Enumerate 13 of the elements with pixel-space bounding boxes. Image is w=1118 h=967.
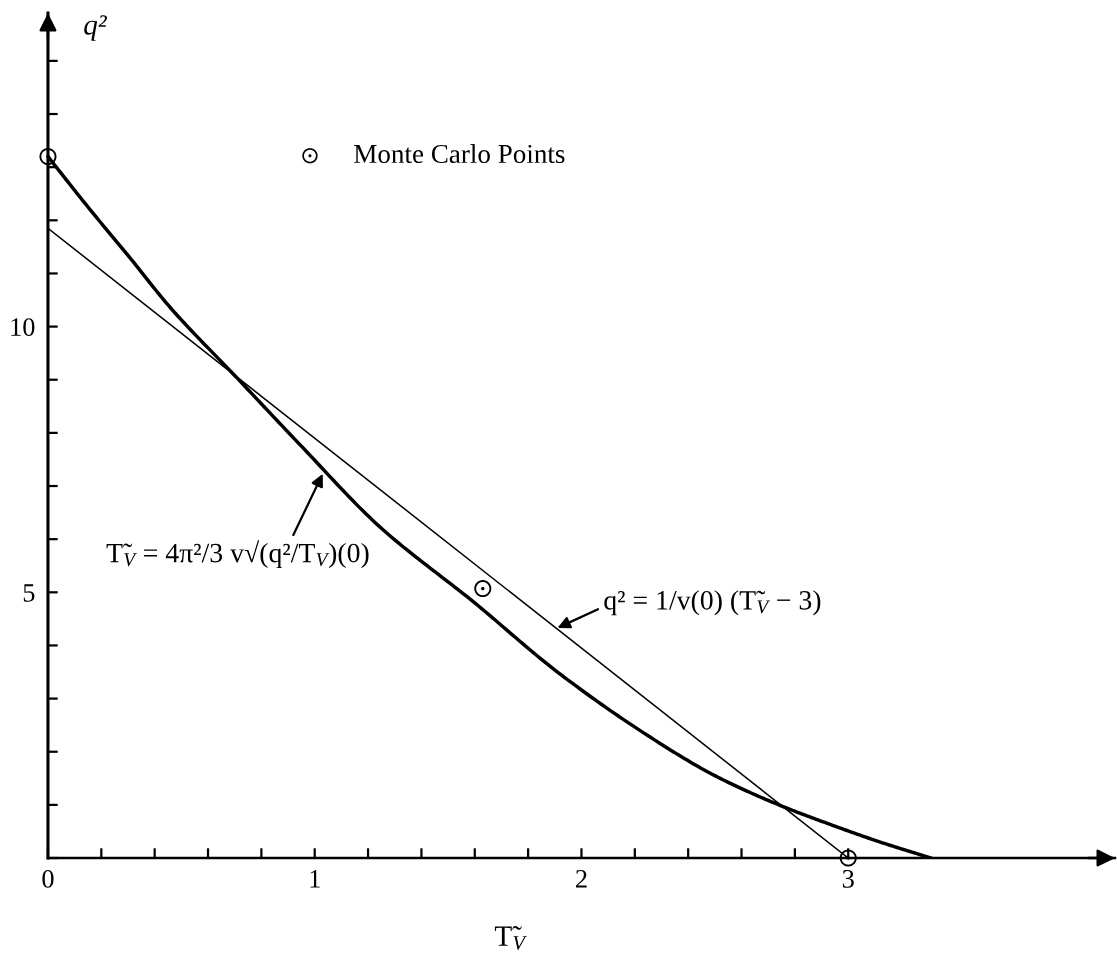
- x-tick-label: 1: [310, 870, 320, 888]
- annotation: q² = 1/v(0) (T̃$_{V}$ − 3): [604, 590, 821, 616]
- y-axis-title: q²: [84, 15, 107, 41]
- legend-label: Monte Carlo Points: [354, 144, 565, 164]
- x-tick-label: 0: [42, 869, 54, 888]
- point: [474, 580, 492, 598]
- point: [39, 148, 57, 166]
- x-tick-label: 3: [842, 869, 854, 888]
- y-tick-label: 10: [11, 318, 35, 337]
- annotation: T̃$_{V}$ = 4π²/3 v√(q²/T$_{V}$)(0): [106, 540, 369, 569]
- x-axis-title: T̃$_{V}$: [494, 926, 527, 950]
- y-tick-label: 5: [23, 584, 35, 602]
- x-tick-label: 2: [576, 869, 587, 888]
